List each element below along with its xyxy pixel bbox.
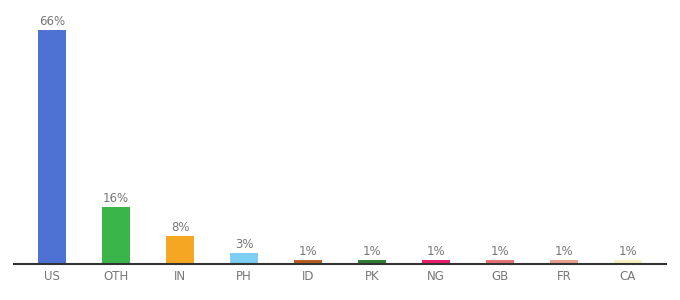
Text: 1%: 1% xyxy=(362,245,381,258)
Text: 1%: 1% xyxy=(619,245,637,258)
Bar xyxy=(486,260,514,264)
Bar xyxy=(294,260,322,264)
Text: 1%: 1% xyxy=(555,245,573,258)
Bar xyxy=(230,254,258,264)
Text: 16%: 16% xyxy=(103,192,129,205)
Bar xyxy=(101,207,131,264)
Text: 66%: 66% xyxy=(39,15,65,28)
Bar xyxy=(422,260,450,264)
Text: 1%: 1% xyxy=(299,245,318,258)
Text: 1%: 1% xyxy=(491,245,509,258)
Text: 8%: 8% xyxy=(171,220,189,233)
Bar xyxy=(613,260,643,264)
Bar xyxy=(37,30,67,264)
Bar xyxy=(358,260,386,264)
Bar xyxy=(549,260,579,264)
Text: 3%: 3% xyxy=(235,238,253,251)
Text: 1%: 1% xyxy=(426,245,445,258)
Bar xyxy=(166,236,194,264)
